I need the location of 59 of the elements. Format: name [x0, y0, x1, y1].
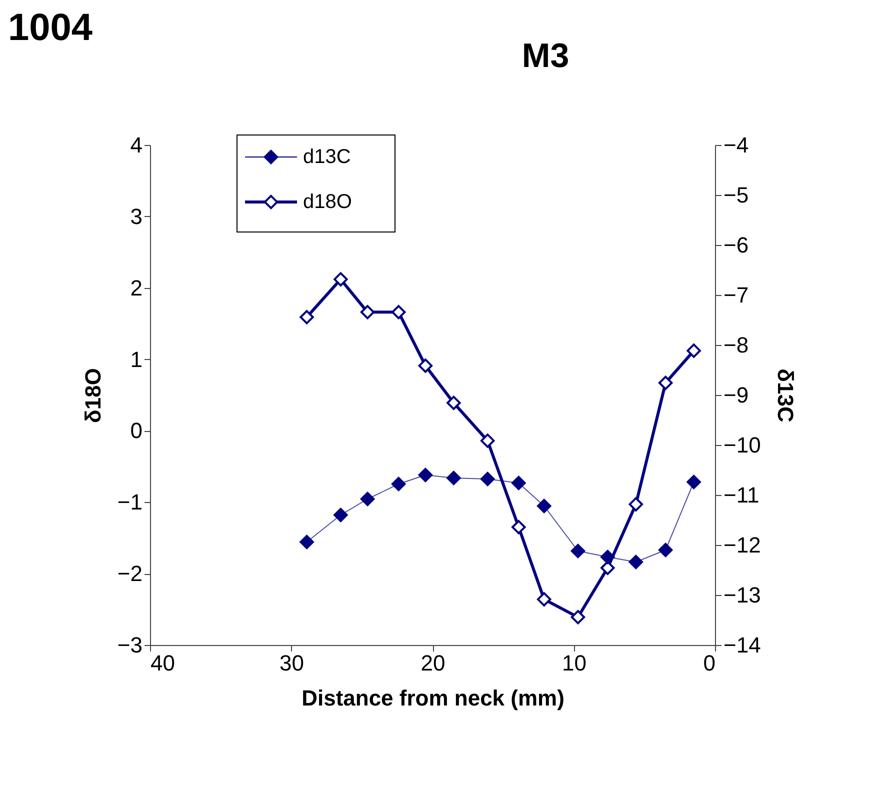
point	[391, 476, 406, 492]
point	[628, 497, 644, 512]
y2-tick-label: −13	[724, 582, 761, 608]
point	[391, 305, 406, 320]
point	[628, 554, 644, 570]
y2-tick-label: −7	[724, 282, 749, 308]
point	[480, 472, 495, 486]
point	[300, 534, 314, 550]
chart-title: M3	[522, 37, 570, 75]
point	[418, 358, 433, 373]
point	[360, 305, 375, 320]
y-tick-label: −2	[117, 561, 142, 586]
y2-tick-label: −12	[724, 532, 761, 558]
y2-axis-title: δ13C	[772, 368, 798, 422]
y2-tick-label: −14	[724, 632, 761, 658]
y-tick-label: 2	[130, 275, 142, 300]
x-tick-label: 0	[703, 650, 716, 676]
y2-tick-label: −11	[724, 482, 760, 508]
point	[536, 498, 552, 514]
point	[418, 468, 433, 482]
point	[512, 476, 526, 490]
y2-tick-label: −4	[724, 132, 749, 158]
point	[334, 508, 348, 522]
point	[512, 520, 526, 534]
x-tick-label: 10	[562, 650, 586, 676]
text: 1004	[8, 7, 93, 49]
point	[446, 396, 461, 410]
legend-label: d13C	[303, 146, 351, 168]
point	[334, 272, 348, 286]
point	[686, 474, 701, 490]
point	[570, 610, 586, 624]
x-tick-label: 40	[150, 650, 175, 676]
y-tick-label: 3	[130, 204, 142, 229]
point	[570, 544, 586, 558]
point	[300, 310, 314, 324]
x-tick-label: 30	[280, 650, 304, 676]
y2-tick-label: −8	[724, 332, 749, 358]
y2-tick-label: −9	[724, 382, 749, 408]
point	[600, 550, 615, 564]
y2-tick-label: −6	[724, 232, 749, 258]
y2-tick-label: −10	[724, 432, 761, 458]
x-tick-label: 20	[420, 650, 446, 676]
point	[600, 560, 615, 575]
point	[658, 542, 673, 558]
y-tick-label: −1	[117, 490, 142, 515]
y-tick-label: 0	[130, 418, 142, 444]
point	[658, 376, 673, 390]
x-axis-title: Distance from neck (mm)	[302, 686, 564, 710]
y-tick-label: 1	[130, 346, 142, 372]
point	[686, 344, 701, 358]
point	[480, 434, 495, 448]
y-tick-label: 4	[130, 132, 142, 158]
point	[446, 470, 461, 486]
y2-tick-label: −5	[724, 182, 749, 208]
point	[360, 492, 375, 506]
y-axis-title: δ18O	[80, 368, 106, 423]
y-tick-label: −3	[117, 632, 142, 658]
legend-label: d18O	[303, 191, 352, 213]
point	[536, 592, 552, 606]
